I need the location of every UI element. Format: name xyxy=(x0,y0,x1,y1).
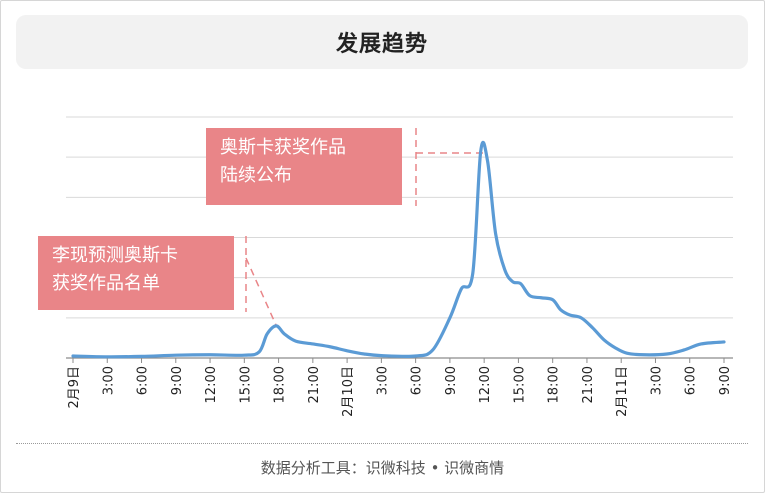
x-tick-label: 15:00 xyxy=(238,366,253,403)
series-line xyxy=(71,140,726,359)
x-tick-label: 6:00 xyxy=(684,366,699,395)
x-tick-label: 2月9日 xyxy=(67,366,82,409)
annotation-oscar-announced: 奥斯卡获奖作品 陆续公布 xyxy=(206,128,402,205)
x-tick-label: 3:00 xyxy=(375,366,390,395)
footer-credit: 数据分析工具：识微科技 • 识微商情 xyxy=(260,459,505,477)
x-tick-label: 2月11日 xyxy=(615,366,630,417)
annotation-line-2: 陆续公布 xyxy=(220,165,292,186)
x-tick-label: 3:00 xyxy=(101,366,116,395)
annotation-line-1: 李现预测奥斯卡 xyxy=(52,245,178,266)
annotation-lixian-prediction: 李现预测奥斯卡 获奖作品名单 xyxy=(38,236,234,310)
x-tick-label: 15:00 xyxy=(512,366,527,403)
annotation-line-1: 奥斯卡获奖作品 xyxy=(220,137,346,158)
x-tick-label: 18:00 xyxy=(273,366,288,403)
title-bar: 发展趋势 xyxy=(16,15,748,69)
x-tick-label: 9:00 xyxy=(718,366,733,395)
x-tick-label: 9:00 xyxy=(170,366,185,395)
chart-title: 发展趋势 xyxy=(335,32,428,57)
x-tick-label: 21:00 xyxy=(307,366,322,403)
footer-divider xyxy=(16,443,748,444)
x-tick-label: 18:00 xyxy=(547,366,562,403)
x-tick-label: 6:00 xyxy=(136,366,151,395)
x-tick-label: 6:00 xyxy=(410,366,425,395)
annotation-line-2: 获奖作品名单 xyxy=(52,273,160,294)
leader-line-diagonal xyxy=(245,257,277,326)
x-tick-label: 12:00 xyxy=(478,366,493,403)
x-tick-label: 2月10日 xyxy=(341,366,356,417)
x-tick-label: 9:00 xyxy=(444,366,459,395)
x-tick-label: 3:00 xyxy=(649,366,664,395)
x-tick-label: 12:00 xyxy=(204,366,219,403)
x-tick-label: 21:00 xyxy=(581,366,596,403)
